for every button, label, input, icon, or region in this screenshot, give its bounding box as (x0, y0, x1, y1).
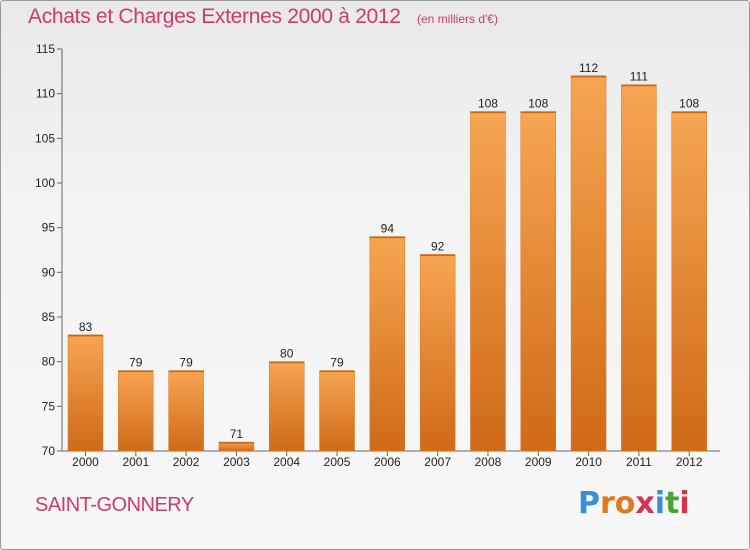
logo-letter: x (635, 486, 655, 521)
bar-top-edge (319, 370, 355, 373)
bar-top-edge (218, 442, 254, 444)
bar-top-edge (369, 236, 405, 239)
bar-top-edge (168, 370, 204, 373)
x-tick-label: 2008 (475, 455, 502, 469)
logo-letter: r (600, 486, 615, 521)
logo-letter: t (665, 486, 680, 521)
y-tick-label: 105 (35, 131, 55, 145)
data-label: 92 (431, 239, 445, 253)
data-label: 108 (478, 97, 498, 111)
y-tick-label: 70 (42, 444, 56, 458)
y-tick-label: 110 (36, 87, 55, 101)
y-tick-label: 85 (42, 310, 56, 324)
bar (118, 370, 154, 452)
bar-top-edge (269, 361, 305, 364)
bar-top-edge (68, 334, 103, 337)
data-label: 79 (129, 356, 143, 370)
logo-letter: i (679, 486, 690, 521)
x-tick-label: 2002 (173, 455, 200, 469)
bar-top-edge (470, 111, 506, 114)
bar-top-edge (520, 111, 556, 114)
x-tick-label: 2006 (374, 455, 401, 469)
data-label: 111 (630, 70, 649, 84)
bar (268, 361, 305, 452)
x-tick-label: 2005 (324, 455, 351, 469)
bar (621, 84, 657, 452)
x-tick-label: 2004 (273, 455, 300, 469)
bar (419, 254, 456, 452)
data-label: 79 (179, 356, 193, 370)
bar (168, 370, 204, 452)
y-tick-label: 80 (42, 355, 56, 369)
y-tick-label: 100 (35, 176, 55, 190)
bar (319, 370, 355, 452)
bar (520, 111, 557, 452)
bar (369, 236, 406, 452)
x-tick-label: 2010 (575, 455, 602, 469)
bar (67, 334, 104, 452)
chart-title: Achats et Charges Externes 2000 à 2012 (28, 5, 401, 28)
x-tick-label: 2000 (72, 455, 99, 469)
bar-top-edge (118, 370, 154, 373)
y-tick-label: 115 (36, 42, 55, 56)
x-tick-label: 2009 (525, 455, 552, 469)
data-label: 71 (230, 427, 244, 441)
x-tick-label: 2003 (223, 455, 250, 469)
data-label: 83 (79, 320, 93, 334)
data-label: 108 (679, 97, 699, 111)
labels: 83 2000 79 2001 79 2002 71 2003 80 2004 79 2005 94 20… (72, 61, 703, 469)
data-label: 108 (528, 97, 548, 111)
logo-letter: P (578, 486, 600, 521)
y-tick-label: 90 (42, 265, 56, 279)
axes: 70 75 80 85 90 95 100 105 110 115 (35, 42, 720, 458)
data-label: 94 (381, 222, 395, 236)
logo-letter: o (614, 486, 636, 521)
bar (570, 75, 607, 452)
x-tick-label: 2001 (122, 455, 149, 469)
chart-subtitle: (en milliers d'€) (417, 12, 498, 26)
bars (67, 75, 707, 452)
commune-name: SAINT-GONNERY (35, 494, 194, 516)
proxiti-logo: Proxiti (578, 486, 690, 521)
bar-top-edge (420, 254, 456, 256)
data-label: 112 (579, 61, 598, 75)
data-label: 79 (330, 356, 344, 370)
x-tick-label: 2007 (424, 455, 451, 469)
logo-letter: i (654, 486, 666, 521)
bar-top-edge (571, 75, 607, 78)
bar-top-edge (621, 84, 657, 87)
bar (671, 111, 707, 452)
data-label: 80 (280, 347, 294, 361)
y-tick-label: 75 (42, 399, 56, 413)
bar-top-edge (671, 111, 707, 114)
x-tick-label: 2011 (626, 455, 652, 469)
y-tick-label: 95 (42, 221, 56, 235)
bar (470, 111, 506, 452)
x-tick-label: 2012 (676, 455, 703, 469)
